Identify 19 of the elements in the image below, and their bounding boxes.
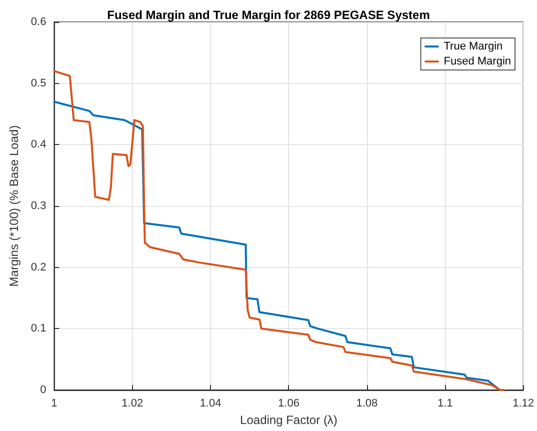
legend-label: Fused Margin: [444, 56, 512, 68]
x-tick-label: 1.12: [512, 398, 534, 410]
y-tick-label: 0.5: [30, 77, 46, 90]
x-tick-label: 1.04: [200, 398, 222, 410]
x-tick-label: 1.02: [122, 398, 144, 410]
y-tick-label: 0.6: [30, 16, 46, 28]
x-axis-title: Loading Factor (λ): [240, 413, 338, 427]
y-tick-label: 0.1: [30, 322, 46, 335]
x-tick-label: 1.06: [278, 398, 300, 410]
y-tick-label: 0.3: [30, 200, 46, 212]
y-tick-label: 0: [40, 384, 46, 396]
y-tick-label: 0.2: [30, 261, 46, 274]
x-tick-label: 1.1: [437, 398, 453, 410]
x-tick-label: 1: [51, 398, 58, 410]
x-tick-label: 1.08: [356, 398, 378, 410]
legend-label: True Margin: [444, 40, 503, 52]
y-axis-title: Margins (*100) (% Base Load): [7, 125, 21, 287]
y-tick-label: 0.4: [30, 138, 46, 151]
chart-title: Fused Margin and True Margin for 2869 PEGASE System: [107, 8, 430, 22]
